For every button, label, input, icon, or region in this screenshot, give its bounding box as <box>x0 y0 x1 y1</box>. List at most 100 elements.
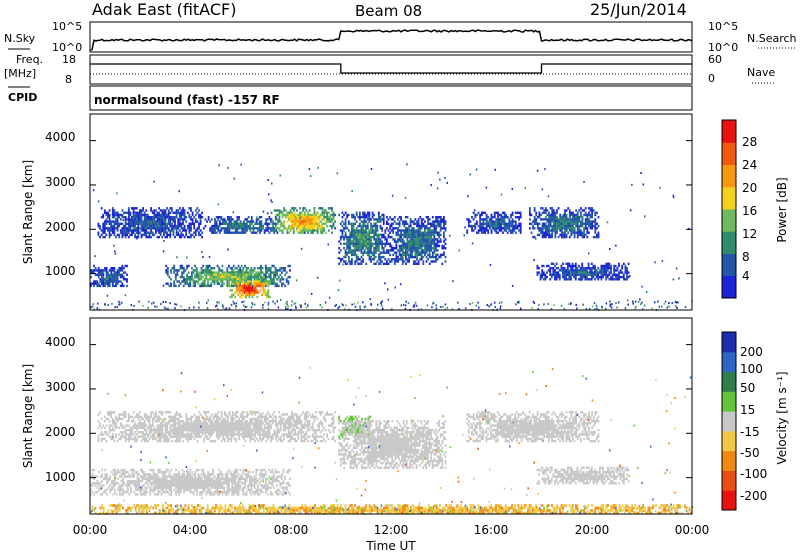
power-echoes-ground-cell <box>359 305 361 308</box>
power-echoes-cell <box>300 231 303 234</box>
power-echoes-cell <box>179 282 182 285</box>
velocity-echoes-cell <box>188 417 191 421</box>
power-echoes-cell <box>565 271 568 274</box>
velocity-echoes-cell <box>185 428 188 432</box>
power-echoes-cell <box>568 209 571 212</box>
power-echoes-cell <box>155 209 157 212</box>
power-echoes-cell <box>590 271 593 274</box>
power-echoes-cell <box>563 278 566 281</box>
power-echoes-cell <box>589 278 592 281</box>
velocity-echoes-cell <box>126 433 129 436</box>
velocity-echoes-cell <box>225 431 228 434</box>
power-echoes-cell <box>275 209 278 212</box>
power-echoes-cell <box>261 280 264 283</box>
power-echoes-cell <box>250 289 252 292</box>
power-echoes-cell <box>559 218 562 221</box>
power-echoes-cell <box>217 216 220 219</box>
power-echoes-cell <box>276 231 279 234</box>
power-echoes-cell <box>360 262 363 265</box>
power-echoes-cell <box>171 227 173 230</box>
power-echoes-cell <box>283 224 286 228</box>
power-echoes-cell <box>104 280 106 283</box>
power-echoes-cell <box>231 280 233 283</box>
power-echoes-cell <box>137 227 140 230</box>
power-echoes-cell <box>387 242 390 245</box>
power-echoes-cell <box>167 211 170 214</box>
power-echoes-cell <box>319 224 322 228</box>
power-echoes-cell <box>111 227 114 230</box>
power-echoes-cell <box>115 273 117 276</box>
power-echoes-cell <box>541 207 544 210</box>
power-echoes-cell <box>583 231 585 234</box>
power-echoes-cell <box>584 273 587 276</box>
power-echoes-cell <box>602 267 604 270</box>
power-echoes-speckle <box>554 219 557 222</box>
power-echoes-cell <box>373 242 376 245</box>
velocity-echoes-cell <box>230 435 233 438</box>
power-echoes-cell <box>425 240 428 243</box>
power-echoes-ground-cell <box>92 303 95 306</box>
power-echoes-cell <box>366 249 369 252</box>
velocity-echoes-cell <box>140 439 143 443</box>
power-echoes-cell <box>182 280 185 283</box>
power-echoes-cell <box>297 227 300 230</box>
velocity-echoes-cell <box>147 420 149 423</box>
power-echoes-cell <box>616 267 619 270</box>
power-echoes-cell <box>339 235 342 239</box>
power-echoes-cell <box>131 231 133 234</box>
velocity-echoes-cell <box>167 420 170 423</box>
power-echoes-cell <box>433 233 436 237</box>
power-echoes-cell <box>362 244 364 248</box>
power-echoes-cell <box>203 280 206 283</box>
power-echoes-cell <box>406 244 409 248</box>
power-echoes-cell <box>118 267 120 270</box>
power-echoes-cell <box>180 218 183 221</box>
power-echoes-cell <box>135 213 138 217</box>
power-echoes-cell <box>276 269 278 272</box>
power-echoes-cell <box>175 213 178 217</box>
power-echoes-cell <box>566 271 569 274</box>
power-echoes-cell <box>207 271 209 274</box>
power-echoes-cell <box>414 244 417 248</box>
power-echoes-cell <box>417 260 420 263</box>
power-echoes-cell <box>374 224 377 228</box>
power-echoes-ground-cell <box>594 308 596 311</box>
power-echoes-cell <box>422 249 425 252</box>
power-echoes-cell <box>176 271 179 274</box>
power-echoes-cell <box>578 278 580 281</box>
power-echoes-cell <box>173 280 176 283</box>
power-echoes-cell <box>159 218 162 221</box>
power-echoes-cell <box>551 207 554 210</box>
power-echoes-cell <box>594 264 596 268</box>
power-echoes-cell <box>343 235 345 239</box>
power-echoes-cell <box>406 238 409 241</box>
velocity-echoes-cell <box>111 433 114 436</box>
power-echoes-cell <box>108 222 111 225</box>
power-echoes-cell <box>315 216 317 219</box>
power-echoes-cell <box>565 235 568 239</box>
power-echoes-cell <box>240 273 243 276</box>
power-echoes-cell <box>467 220 470 223</box>
power-echoes-cell <box>137 211 140 214</box>
power-echoes-cell <box>219 273 222 276</box>
velocity-echoes-cell <box>211 426 213 429</box>
power-echoes-cell <box>568 271 571 274</box>
power-echoes-cell <box>387 218 390 221</box>
velocity-echoes-cell <box>196 422 199 425</box>
velocity-echoes-cell <box>183 433 186 436</box>
power-echoes-ground-cell <box>469 303 471 305</box>
power-echoes-cell <box>594 227 597 230</box>
velocity-echoes-cell <box>190 428 193 432</box>
power-echoes-cell <box>326 213 329 217</box>
power-echoes-cell <box>236 227 239 230</box>
power-echoes-speckle <box>494 168 496 171</box>
power-echoes-cell <box>177 209 180 212</box>
power-echoes-cell <box>360 227 363 230</box>
power-echoes-cell <box>366 213 369 217</box>
power-echoes-cell <box>556 211 558 214</box>
power-echoes-cell <box>597 267 600 270</box>
power-echoes-cell <box>381 244 383 248</box>
power-echoes-cell <box>171 267 174 270</box>
velocity-echoes-cell <box>100 437 103 441</box>
power-echoes-cell <box>219 284 222 288</box>
